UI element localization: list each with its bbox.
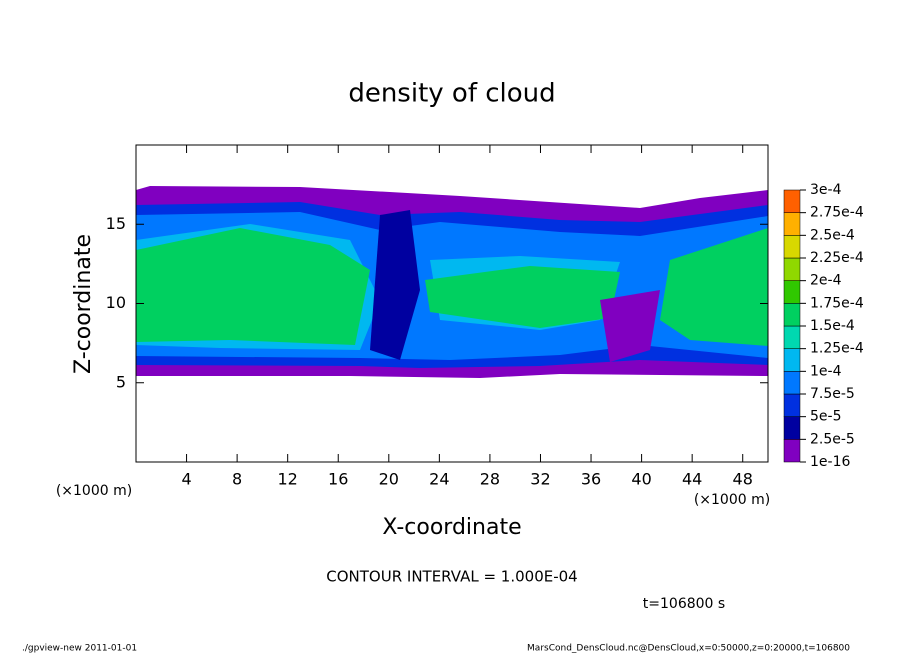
x-unit: (×1000 m) — [56, 483, 132, 499]
footer-right: MarsCond_DensCloud.nc@DensCloud,x=0:5000… — [527, 644, 850, 654]
y-tick-label: 5 — [116, 372, 126, 391]
colorbar-label: 1.75e-4 — [810, 295, 864, 311]
colorbar-box — [783, 189, 801, 213]
colorbar-label: 1.5e-4 — [810, 318, 855, 334]
colorbar-label: 2.5e-5 — [810, 431, 855, 447]
x-tick-label: 24 — [429, 470, 449, 489]
chart-title: density of cloud — [348, 79, 555, 109]
y-tick-label: 15 — [106, 214, 126, 233]
colorbar-label: 2.25e-4 — [810, 250, 864, 266]
time-label: t=106800 s — [643, 596, 725, 612]
x-tick-label: 48 — [733, 470, 753, 489]
field — [136, 186, 768, 378]
colorbar-label: 2.5e-4 — [810, 227, 855, 243]
colorbar-box — [783, 439, 801, 463]
colorbar-box — [783, 303, 801, 327]
colorbar-label: 2e-4 — [810, 273, 842, 289]
colorbar-label: 1e-16 — [810, 454, 850, 470]
y-tick-label: 10 — [106, 293, 126, 312]
x-unit: (×1000 m) — [694, 492, 770, 508]
colorbar-box — [783, 280, 801, 304]
colorbar-label: 3e-4 — [810, 182, 842, 198]
x-tick-label: 8 — [232, 470, 242, 489]
x-tick-label: 16 — [328, 470, 348, 489]
colorbar-label: 2.75e-4 — [810, 205, 864, 221]
colorbar-label: 1e-4 — [810, 363, 842, 379]
colorbar-label: 7.5e-5 — [810, 386, 855, 402]
colorbar-box — [783, 212, 801, 236]
x-tick-label: 32 — [530, 470, 550, 489]
colorbar-box — [783, 416, 801, 440]
y-axis-label: Z-coordinate — [71, 234, 96, 374]
x-tick-label: 4 — [181, 470, 191, 489]
colorbar-box — [783, 257, 801, 281]
x-tick-label: 28 — [480, 470, 500, 489]
contour-interval: CONTOUR INTERVAL = 1.000E-04 — [326, 568, 577, 586]
colorbar-label: 5e-5 — [810, 409, 841, 425]
colorbar-box — [783, 235, 801, 259]
colorbar-box — [783, 371, 801, 395]
x-tick-label: 12 — [278, 470, 298, 489]
x-tick-label: 40 — [631, 470, 651, 489]
x-tick-label: 20 — [379, 470, 399, 489]
x-tick-label: 44 — [682, 470, 702, 489]
colorbar-box — [783, 325, 801, 349]
x-tick-label: 36 — [581, 470, 601, 489]
colorbar-label: 1.25e-4 — [810, 341, 864, 357]
x-axis-label: X-coordinate — [382, 515, 521, 540]
colorbar-box — [783, 393, 801, 417]
colorbar-box — [783, 348, 801, 372]
footer-left: ./gpview-new 2011-01-01 — [22, 644, 137, 654]
